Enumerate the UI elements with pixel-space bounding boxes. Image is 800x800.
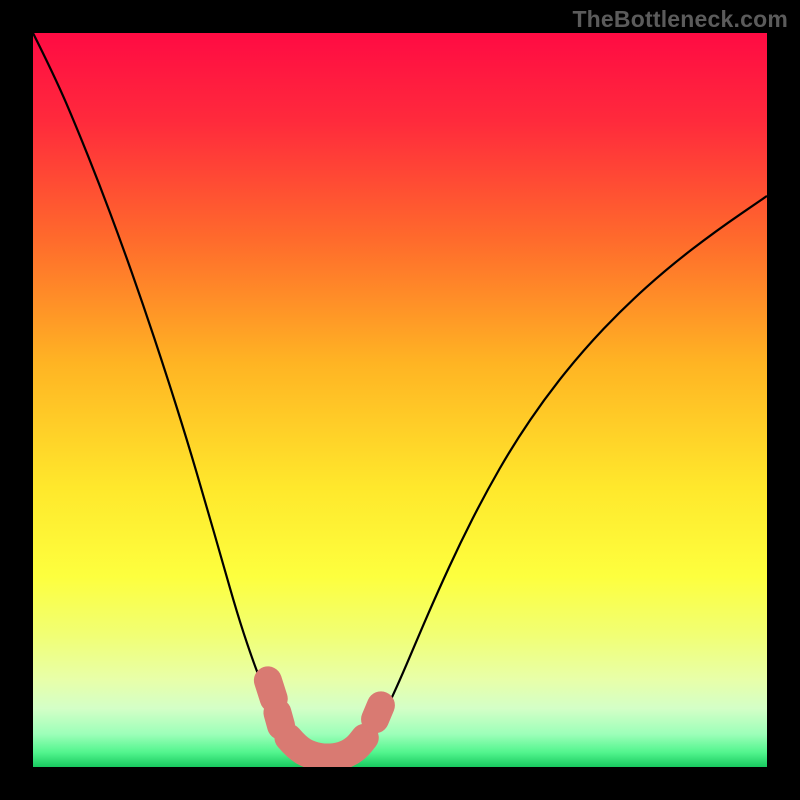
valley-highlight-segment — [268, 680, 274, 698]
plot-svg — [33, 33, 767, 767]
plot-area — [33, 33, 767, 767]
watermark-text: TheBottleneck.com — [572, 6, 788, 33]
valley-highlight-segment — [375, 705, 381, 719]
chart-frame: TheBottleneck.com — [0, 0, 800, 800]
valley-highlight-segment — [277, 713, 281, 726]
